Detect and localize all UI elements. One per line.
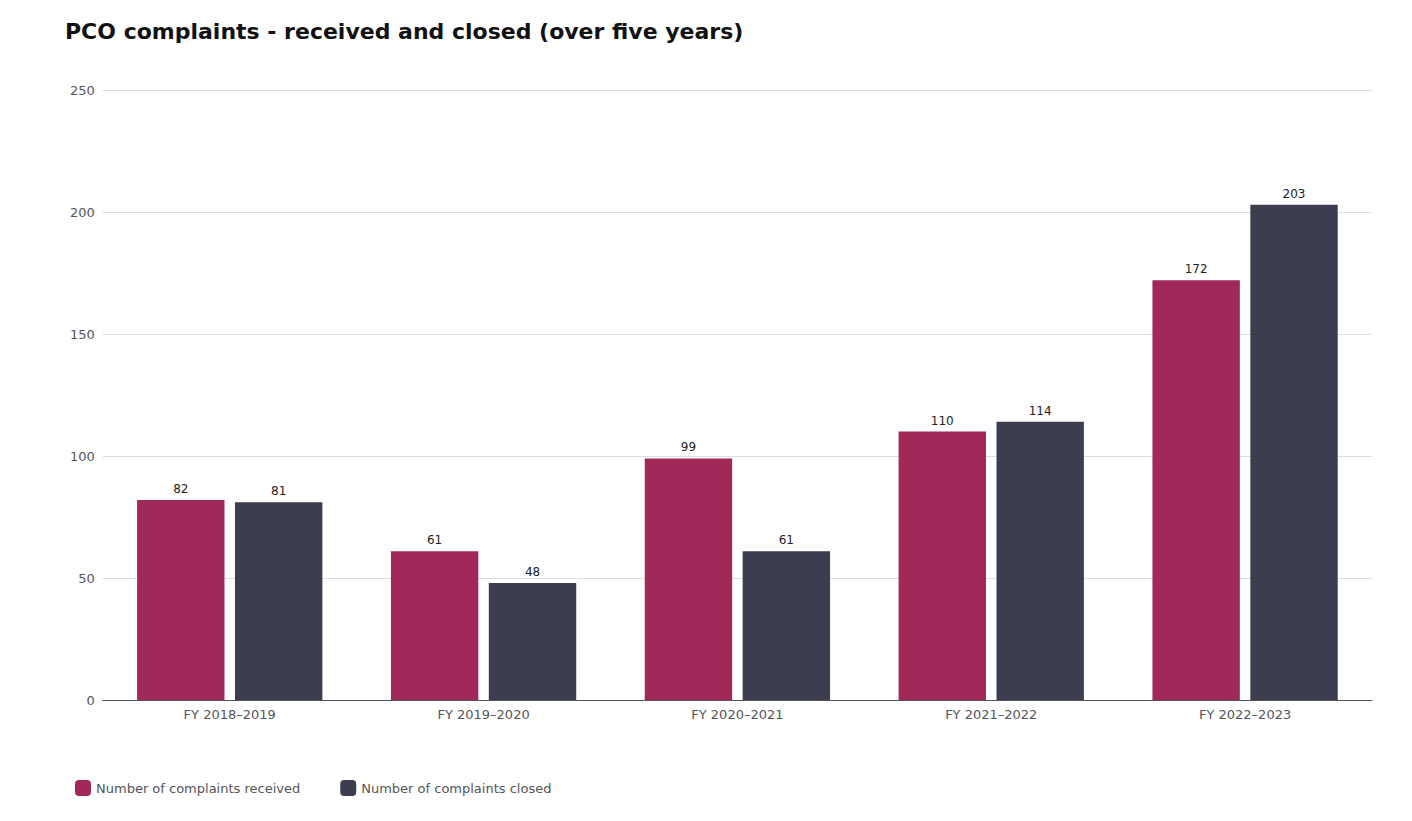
svg-text:150: 150 xyxy=(70,327,95,342)
svg-text:48: 48 xyxy=(525,565,540,579)
svg-text:50: 50 xyxy=(78,571,95,586)
svg-text:FY 2021–2022: FY 2021–2022 xyxy=(945,707,1037,722)
svg-text:FY 2020–2021: FY 2020–2021 xyxy=(691,707,783,722)
svg-text:FY 2018–2019: FY 2018–2019 xyxy=(184,707,276,722)
svg-text:99: 99 xyxy=(681,440,696,454)
svg-text:61: 61 xyxy=(779,533,794,547)
svg-text:0: 0 xyxy=(87,693,95,708)
svg-text:FY 2022–2023: FY 2022–2023 xyxy=(1199,707,1291,722)
svg-text:61: 61 xyxy=(427,533,442,547)
svg-text:114: 114 xyxy=(1029,404,1052,418)
svg-text:PCO complaints - received and: PCO complaints - received and closed (ov… xyxy=(65,19,743,44)
svg-text:200: 200 xyxy=(70,205,95,220)
svg-text:110: 110 xyxy=(931,414,954,428)
svg-text:Number of complaints received: Number of complaints received xyxy=(96,781,300,796)
svg-text:Number of complaints closed: Number of complaints closed xyxy=(361,781,551,796)
svg-text:FY 2019–2020: FY 2019–2020 xyxy=(437,707,529,722)
svg-text:172: 172 xyxy=(1185,262,1208,276)
svg-text:203: 203 xyxy=(1283,187,1306,201)
svg-text:82: 82 xyxy=(173,482,188,496)
svg-text:250: 250 xyxy=(70,83,95,98)
svg-text:81: 81 xyxy=(271,484,286,498)
svg-text:100: 100 xyxy=(70,449,95,464)
